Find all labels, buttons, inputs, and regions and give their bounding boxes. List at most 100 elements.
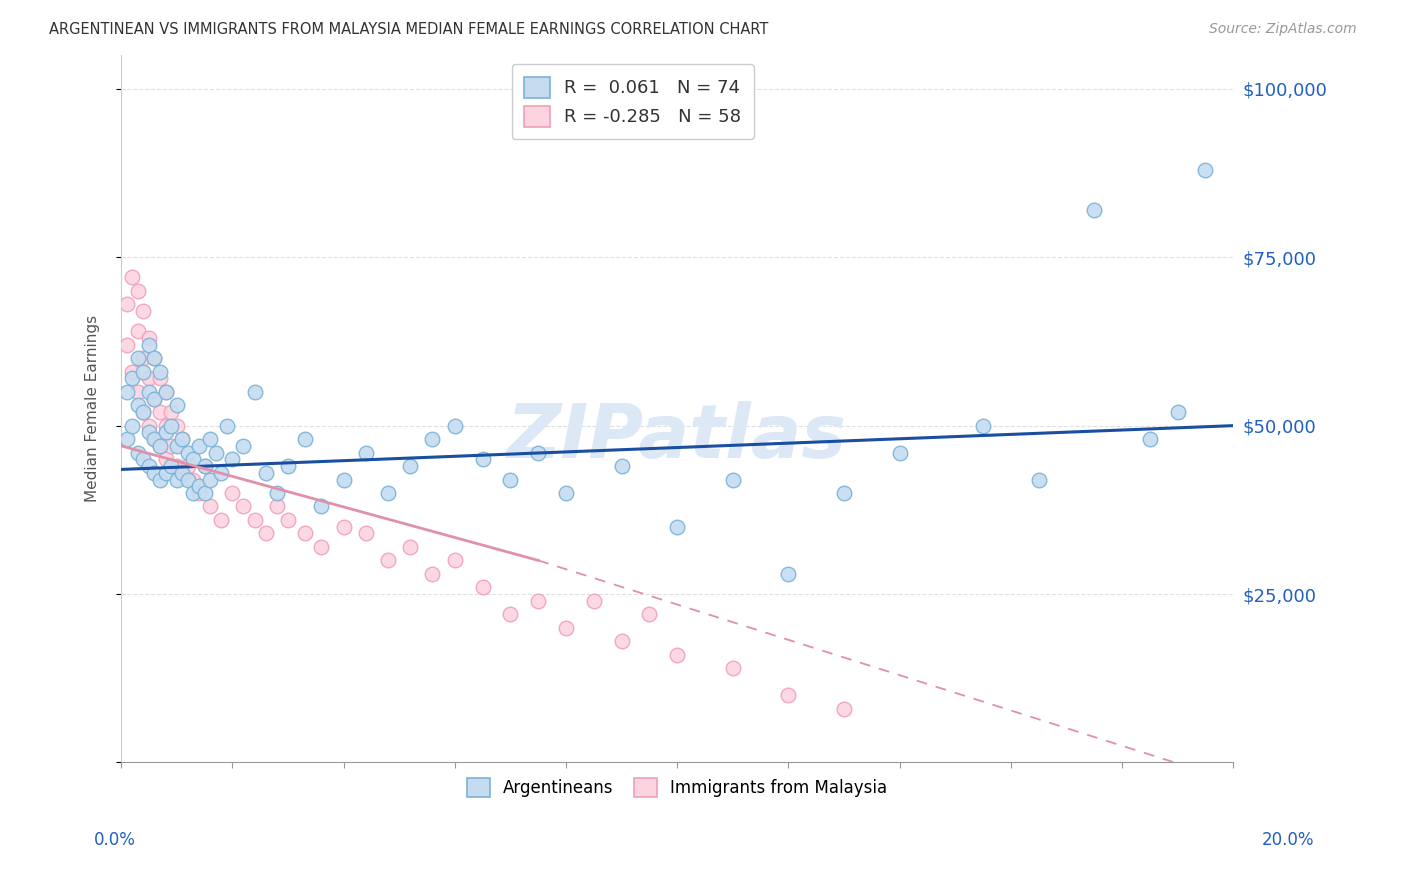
Point xyxy=(155,384,177,399)
Point xyxy=(115,384,138,399)
Point xyxy=(215,418,238,433)
Point xyxy=(354,526,377,541)
Point xyxy=(266,500,288,514)
Point xyxy=(149,439,172,453)
Point xyxy=(132,365,155,379)
Point xyxy=(188,479,211,493)
Point xyxy=(221,452,243,467)
Point xyxy=(127,445,149,459)
Point xyxy=(121,418,143,433)
Point xyxy=(177,458,200,473)
Point xyxy=(243,513,266,527)
Point xyxy=(115,432,138,446)
Point xyxy=(555,486,578,500)
Point xyxy=(155,466,177,480)
Point xyxy=(143,351,166,366)
Point xyxy=(832,701,855,715)
Point xyxy=(209,466,232,480)
Point xyxy=(143,392,166,406)
Point xyxy=(138,418,160,433)
Text: ARGENTINEAN VS IMMIGRANTS FROM MALAYSIA MEDIAN FEMALE EARNINGS CORRELATION CHART: ARGENTINEAN VS IMMIGRANTS FROM MALAYSIA … xyxy=(49,22,769,37)
Point xyxy=(277,458,299,473)
Point xyxy=(138,384,160,399)
Point xyxy=(172,466,194,480)
Point xyxy=(221,486,243,500)
Point xyxy=(198,432,221,446)
Point xyxy=(254,526,277,541)
Point xyxy=(166,458,188,473)
Point xyxy=(294,432,316,446)
Point xyxy=(149,439,172,453)
Text: ZIPatlas: ZIPatlas xyxy=(508,401,848,474)
Point xyxy=(160,458,183,473)
Point xyxy=(209,513,232,527)
Point xyxy=(193,458,215,473)
Point xyxy=(332,519,354,533)
Y-axis label: Median Female Earnings: Median Female Earnings xyxy=(86,315,100,502)
Point xyxy=(377,553,399,567)
Point xyxy=(127,399,149,413)
Point xyxy=(232,500,254,514)
Point xyxy=(160,405,183,419)
Point xyxy=(254,466,277,480)
Text: Source: ZipAtlas.com: Source: ZipAtlas.com xyxy=(1209,22,1357,37)
Point xyxy=(311,500,333,514)
Point xyxy=(143,466,166,480)
Point xyxy=(422,432,444,446)
Text: 0.0%: 0.0% xyxy=(94,831,136,849)
Point xyxy=(610,634,633,648)
Point xyxy=(121,371,143,385)
Point xyxy=(188,486,211,500)
Point xyxy=(115,338,138,352)
Point xyxy=(778,688,800,702)
Point xyxy=(127,324,149,338)
Point xyxy=(149,405,172,419)
Point xyxy=(132,351,155,366)
Point xyxy=(155,425,177,440)
Point xyxy=(1083,203,1105,218)
Point xyxy=(721,473,744,487)
Point xyxy=(149,365,172,379)
Point xyxy=(471,580,494,594)
Point xyxy=(471,452,494,467)
Point xyxy=(422,566,444,581)
Point xyxy=(243,384,266,399)
Point xyxy=(155,418,177,433)
Point xyxy=(399,540,422,554)
Point xyxy=(160,439,183,453)
Point xyxy=(149,473,172,487)
Point xyxy=(294,526,316,541)
Point xyxy=(138,371,160,385)
Legend: Argentineans, Immigrants from Malaysia: Argentineans, Immigrants from Malaysia xyxy=(457,768,897,807)
Point xyxy=(666,519,689,533)
Point xyxy=(177,445,200,459)
Point xyxy=(311,540,333,554)
Point xyxy=(132,452,155,467)
Point xyxy=(666,648,689,662)
Point xyxy=(193,486,215,500)
Point xyxy=(832,486,855,500)
Point xyxy=(527,594,550,608)
Point xyxy=(198,473,221,487)
Point xyxy=(166,439,188,453)
Point xyxy=(138,331,160,345)
Point xyxy=(172,432,194,446)
Point xyxy=(1139,432,1161,446)
Point xyxy=(138,338,160,352)
Point xyxy=(555,621,578,635)
Point xyxy=(183,486,205,500)
Point xyxy=(127,351,149,366)
Point xyxy=(132,304,155,318)
Point xyxy=(160,418,183,433)
Point xyxy=(499,473,522,487)
Point xyxy=(143,432,166,446)
Point xyxy=(166,473,188,487)
Point xyxy=(377,486,399,500)
Point xyxy=(127,284,149,298)
Point xyxy=(204,445,226,459)
Point xyxy=(972,418,994,433)
Point xyxy=(232,439,254,453)
Point xyxy=(266,486,288,500)
Point xyxy=(183,473,205,487)
Point xyxy=(115,297,138,311)
